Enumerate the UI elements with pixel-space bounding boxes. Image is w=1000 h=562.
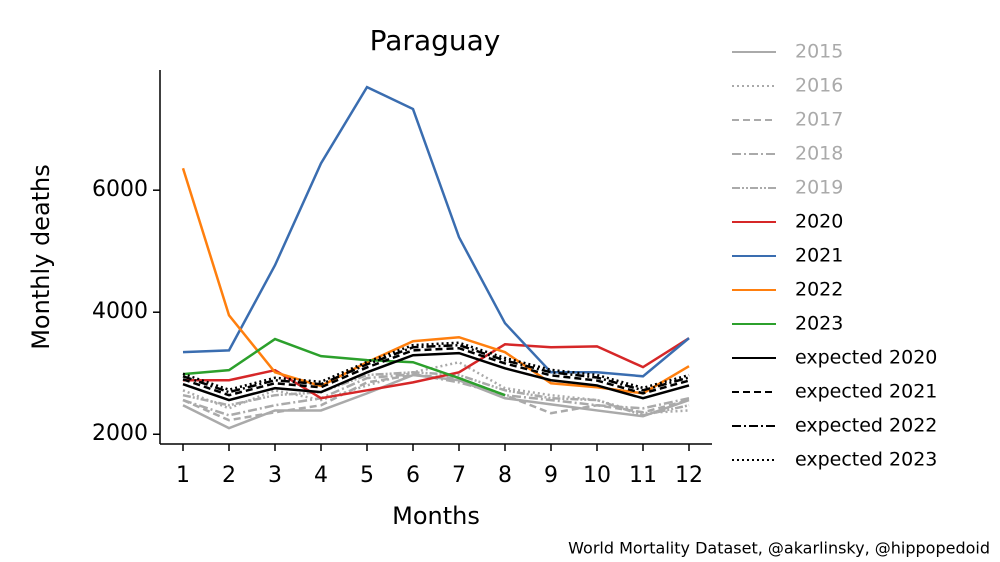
series-line bbox=[182, 337, 506, 397]
x-tick-label: 5 bbox=[360, 463, 374, 488]
y-tick-label: 2000 bbox=[92, 421, 148, 446]
series-line bbox=[183, 337, 690, 400]
x-tick-label: 8 bbox=[498, 463, 512, 488]
x-tick-label: 4 bbox=[314, 463, 328, 488]
x-tick-label: 3 bbox=[268, 463, 282, 488]
series-line bbox=[182, 351, 690, 402]
legend-label: 2020 bbox=[795, 211, 843, 233]
legend-label: 2022 bbox=[795, 279, 843, 301]
series-line bbox=[182, 346, 690, 397]
legend-label: expected 2020 bbox=[795, 347, 937, 369]
x-tick-label: 11 bbox=[629, 463, 657, 488]
series-line bbox=[182, 343, 690, 394]
legend-label: expected 2023 bbox=[795, 449, 937, 471]
x-tick-label: 6 bbox=[406, 463, 420, 488]
y-axis-label: Monthly deaths bbox=[27, 164, 55, 350]
legend-label: expected 2022 bbox=[795, 415, 937, 437]
legend-label: 2018 bbox=[795, 143, 843, 165]
legend-label: 2021 bbox=[795, 245, 843, 267]
x-tick-label: 2 bbox=[222, 463, 236, 488]
x-tick-label: 10 bbox=[583, 463, 611, 488]
y-tick-label: 4000 bbox=[92, 299, 148, 324]
legend-label: 2023 bbox=[795, 313, 843, 335]
series-line bbox=[182, 85, 690, 378]
x-tick-label: 7 bbox=[452, 463, 466, 488]
x-tick-label: 1 bbox=[176, 463, 190, 488]
y-tick-label: 6000 bbox=[92, 177, 148, 202]
source: World Mortality Dataset, @akarlinsky, @h… bbox=[568, 539, 990, 558]
x-tick-label: 9 bbox=[544, 463, 558, 488]
x-tick-label: 12 bbox=[675, 463, 703, 488]
legend-label: 2017 bbox=[795, 109, 843, 131]
legend-label: 2015 bbox=[795, 41, 843, 63]
series-line bbox=[182, 360, 690, 415]
chart-title: Paraguay bbox=[370, 24, 501, 57]
legend-label: expected 2021 bbox=[795, 381, 937, 403]
legend-label: 2016 bbox=[795, 75, 843, 97]
x-axis-label: Months bbox=[392, 502, 480, 530]
series-line bbox=[182, 371, 690, 417]
series-line bbox=[181, 167, 690, 395]
legend-label: 2019 bbox=[795, 177, 843, 199]
